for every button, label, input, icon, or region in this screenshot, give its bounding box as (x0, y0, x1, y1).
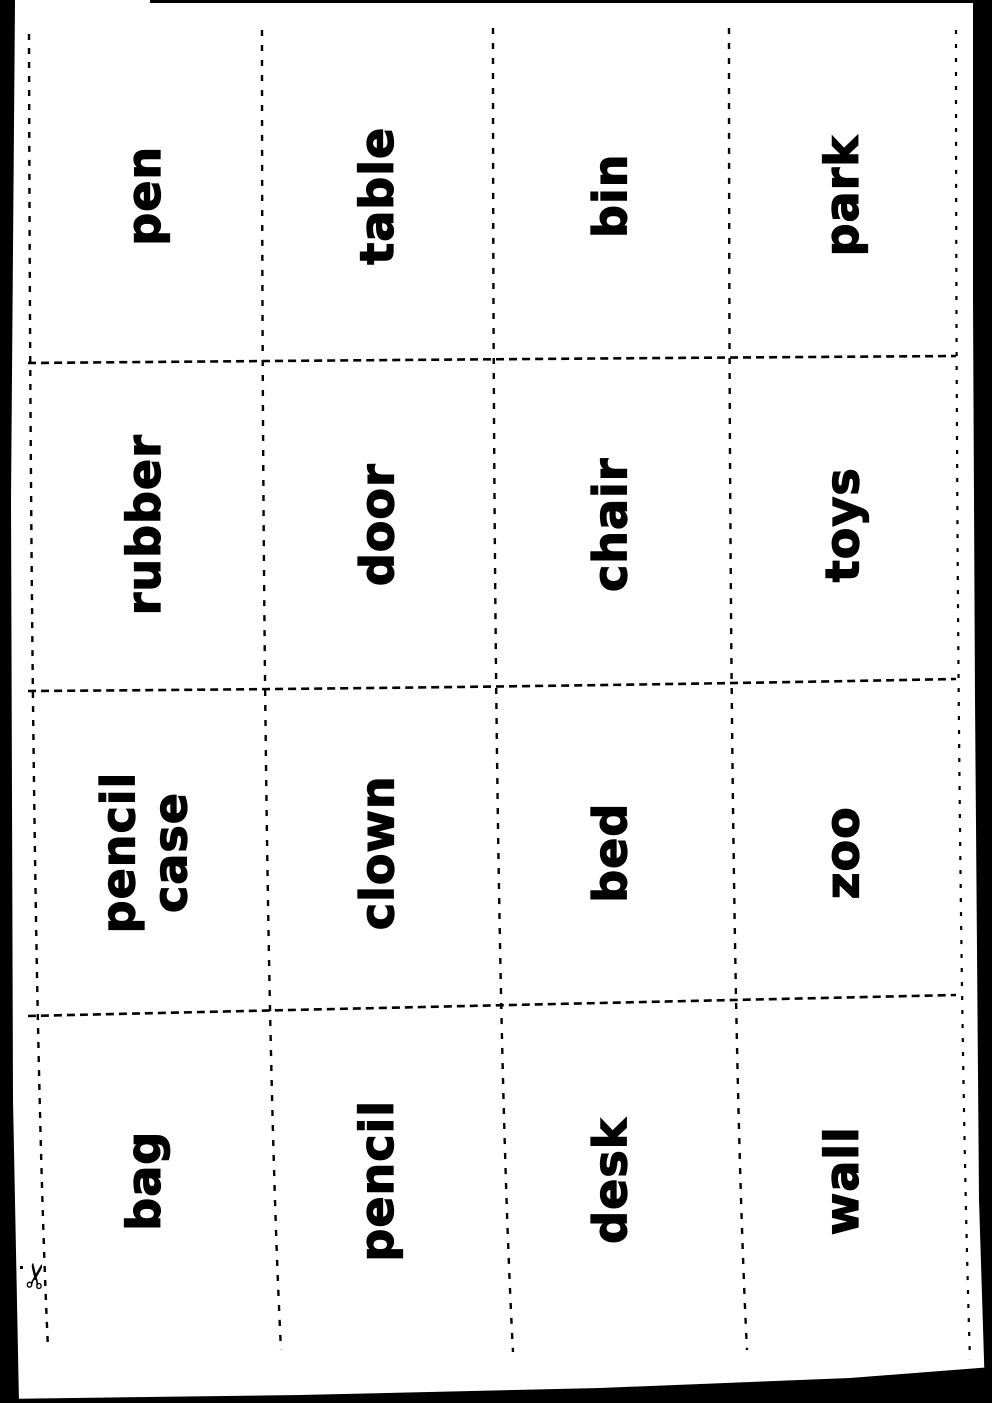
scissors-icon: ✂ (15, 1259, 59, 1293)
flashcard: chair (494, 360, 728, 690)
flashcard-word: zoo (815, 806, 870, 900)
flashcard: door (262, 360, 494, 690)
flashcard: wall (728, 1016, 958, 1345)
flashcard-word: pencil (350, 1099, 405, 1262)
flashcard-word: park (815, 135, 870, 258)
flashcard-word: door (350, 463, 405, 587)
flashcard: clown (262, 690, 494, 1016)
scan-edge-right (973, 0, 992, 1403)
flashcard: table (262, 32, 494, 360)
scan-edge-top (150, 0, 975, 3)
cut-line-vertical-5 (954, 29, 972, 1361)
flashcard-word: pen (117, 145, 172, 246)
flashcard-word: pencil case (91, 772, 198, 935)
flashcard-word: rubber (117, 434, 172, 616)
flashcard-word: clown (350, 775, 405, 931)
flashcard: bed (494, 690, 728, 1016)
flashcard-word: bag (117, 1130, 172, 1231)
flashcard: rubber (28, 360, 262, 690)
flashcard-word: desk (583, 1117, 638, 1244)
scan-edge-left (0, 0, 19, 1403)
flashcard-grid: pen table bin park rubber door chair toy… (28, 32, 958, 1345)
flashcard-word: wall (815, 1125, 870, 1236)
flashcard-word: toys (815, 467, 870, 583)
scan-edge-bottom (0, 1367, 992, 1403)
flashcard-word: chair (583, 457, 638, 593)
flashcard: pen (28, 32, 262, 360)
flashcard: zoo (728, 690, 958, 1016)
flashcard-word: bin (583, 153, 638, 239)
flashcard-word: table (350, 126, 405, 265)
flashcard-word: bed (583, 802, 638, 904)
flashcard: bin (494, 32, 728, 360)
flashcard: toys (728, 360, 958, 690)
flashcard: bag (28, 1016, 262, 1345)
flashcard: desk (494, 1016, 728, 1345)
flashcard: park (728, 32, 958, 360)
flashcard: pencil case (28, 690, 262, 1016)
flashcard: pencil (262, 1016, 494, 1345)
